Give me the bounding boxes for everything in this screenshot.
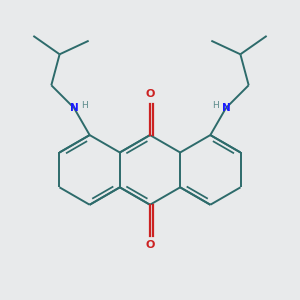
Text: H: H — [81, 101, 88, 110]
Text: N: N — [222, 103, 230, 113]
Text: O: O — [145, 89, 155, 99]
Text: H: H — [212, 101, 219, 110]
Text: O: O — [145, 240, 155, 250]
Text: N: N — [70, 103, 78, 113]
